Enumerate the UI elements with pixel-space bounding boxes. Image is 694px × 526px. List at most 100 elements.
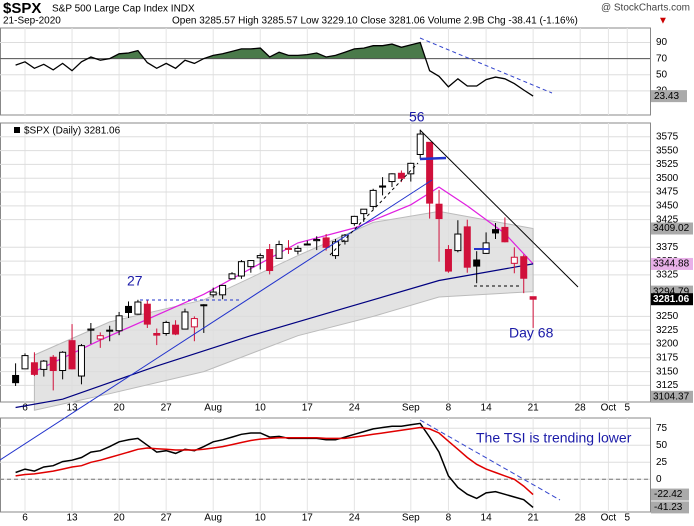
resistance-line [419,129,579,288]
y-tick-label: 50 [656,69,668,80]
y-tick-label: 3550 [656,145,679,156]
x-tick-label: Aug [204,403,222,414]
candle-body [87,328,95,331]
last-value-box [651,293,693,306]
candle-body [12,374,20,384]
candle-body [228,273,236,280]
plot: 6 6 13 13 20 20 27 27 Aug Aug 10 10 17 17 24 24 Sep Sep 8 8… [0,28,693,524]
candle-body [68,340,76,370]
y-tick-label: 70 [656,53,668,64]
last-value-box [651,222,693,235]
x-tick-label: 6 [22,403,28,414]
y-tick-label: 3425 [656,214,679,225]
candle-body [360,208,368,215]
y-tick-label: 3450 [656,201,679,212]
annotation: 56 [409,109,425,125]
candle-body [219,284,227,296]
candle-body [416,133,424,155]
candle-body [266,249,274,272]
x-tick-label: 6 [22,513,28,524]
last-value-label: -41.23 [654,502,683,513]
rsi-frame [0,27,651,116]
rsi-line [15,41,534,97]
y-tick-label: 3475 [656,187,679,198]
candle-body [49,356,57,372]
candle-body [21,355,29,370]
candle-body [237,261,245,277]
candle-body [407,162,415,175]
candle-body [426,141,434,204]
moving-average [15,263,534,409]
symbol: $SPX [3,0,41,17]
candle-body [115,315,123,332]
y-tick-label: 3225 [656,325,679,336]
level-mark [419,156,447,161]
panel-frames [0,27,651,513]
y-tick-label: 3200 [656,339,679,350]
candle-body [369,189,377,207]
candle-body [520,256,528,279]
candle-body [162,321,170,334]
x-tick-label: 20 [114,513,126,524]
candle-body [492,229,499,234]
candle-body [313,239,321,242]
tsi-frame [0,417,651,513]
annotation: The TSI is trending lower [476,430,632,446]
tsi-trendline [419,419,561,501]
x-tick-label: Sep [402,513,420,524]
x-tick-label: 24 [349,513,361,524]
subtitle: S&P 500 Large Cap Index INDX [52,4,195,15]
candle-body [435,203,443,220]
y-tick-label: 3375 [656,242,679,253]
candle-body [77,345,85,377]
y-tick-label: 3125 [656,380,679,391]
legend: $SPX (Daily) 3281.06 [24,126,121,137]
y-tick-label: 75 [656,423,668,434]
support-line [0,179,433,461]
candle-body [379,185,387,188]
last-value-label: 3409.02 [653,223,690,234]
candle-body [30,362,38,375]
y-tick-label: 25 [656,457,668,468]
candle-body [190,318,198,328]
annotation: 27 [127,273,143,289]
x-tick-label: 14 [481,403,493,414]
y-tick-label: 3500 [656,173,679,184]
candle-body [40,360,48,370]
moving-average [34,186,534,373]
last-value-box [651,390,693,403]
last-value-label: 3344.88 [653,259,690,270]
rsi-trendline [419,37,553,94]
x-tick-label: Oct [601,513,617,524]
candle-body [96,335,104,340]
y-tick-label: 3525 [656,159,679,170]
candle-body [454,233,462,252]
x-tick-label: 24 [349,403,361,414]
last-value-label: 23.43 [654,91,679,102]
last-value-box [651,257,693,270]
candle-body [181,311,189,330]
x-tick-label: Oct [601,403,617,414]
last-value-label: 3294.79 [653,286,690,297]
candle-body [463,226,471,268]
candle-body [59,351,67,372]
x-tick-label: 14 [481,513,493,524]
x-tick-label: 10 [255,403,267,414]
x-tick-label: 17 [302,513,314,524]
candle-body [106,329,114,332]
drawings [0,37,579,501]
x-tick-label: 21 [528,513,540,524]
last-value-box [651,90,687,103]
candle-body [172,324,180,335]
tsi-line [15,426,534,496]
x-tick-label: 13 [66,403,78,414]
candle-body [200,304,208,307]
candle-body [256,255,264,259]
x-tick-label: 20 [114,403,126,414]
menu-icon[interactable]: ▼ [658,16,668,27]
overbought-fill [15,42,534,59]
x-tick-label: 8 [446,403,452,414]
y-tick-label: 3325 [656,270,679,281]
candle-body [473,259,481,267]
